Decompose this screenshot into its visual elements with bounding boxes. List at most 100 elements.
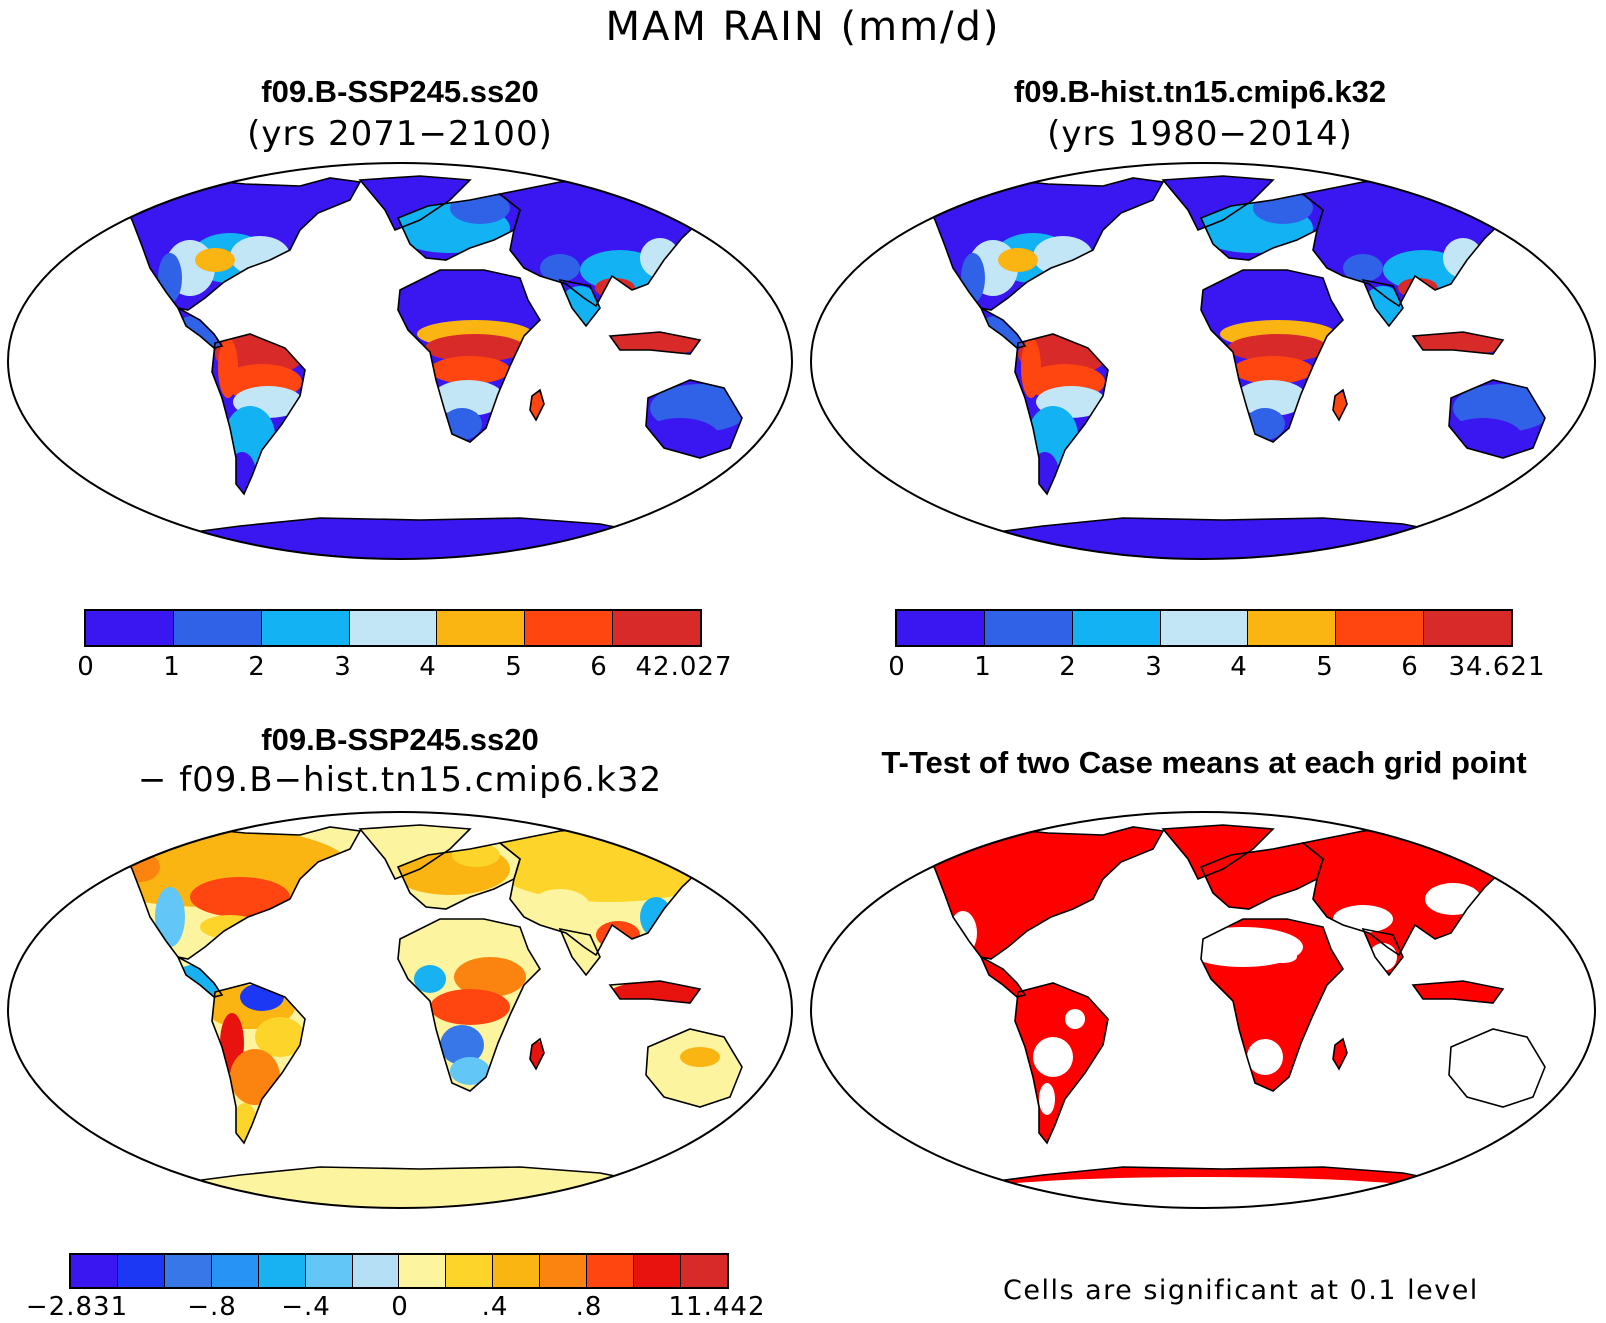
field-region bbox=[398, 276, 530, 320]
field-region bbox=[610, 332, 700, 354]
colorbar-tick-label: 0 bbox=[391, 1292, 409, 1322]
colorbar-segment bbox=[71, 1255, 118, 1287]
coastline bbox=[176, 306, 224, 349]
colorbar-segment bbox=[634, 1255, 681, 1287]
colorbar-segment bbox=[305, 1255, 353, 1287]
colorbar-segment bbox=[984, 611, 1073, 645]
colorbar-segment bbox=[1248, 611, 1337, 645]
coastline bbox=[919, 826, 1165, 960]
colorbar-tick-label: 4 bbox=[1230, 652, 1248, 682]
colorbar-tick-label: .8 bbox=[575, 1292, 603, 1322]
colorbar-segment bbox=[352, 1255, 400, 1287]
colorbar-tick-label: 34.621 bbox=[1448, 652, 1546, 682]
coastline bbox=[608, 331, 702, 355]
field-region bbox=[1343, 254, 1383, 282]
colorbar-segment bbox=[86, 611, 174, 645]
coastline bbox=[979, 955, 1027, 998]
field-region bbox=[155, 887, 185, 947]
coastline bbox=[176, 955, 224, 998]
field-region bbox=[425, 334, 525, 362]
panel-title-future-case: f09.B-SSP245.ss20 bbox=[261, 74, 539, 109]
colorbar-segment bbox=[680, 1255, 727, 1287]
colorbar-tick-label: 1 bbox=[163, 652, 181, 682]
field-region bbox=[190, 877, 290, 917]
not-significant-region bbox=[1065, 1009, 1085, 1029]
map-rain-difference bbox=[6, 811, 794, 1209]
coastline bbox=[558, 278, 601, 328]
colorbar-segment bbox=[349, 611, 438, 645]
field-region bbox=[530, 889, 590, 925]
coastline bbox=[558, 927, 601, 977]
coastline bbox=[1411, 980, 1505, 1004]
land-europe bbox=[1201, 843, 1323, 909]
colorbar-future-rain bbox=[84, 609, 702, 647]
field-region bbox=[432, 380, 504, 416]
field-region bbox=[454, 957, 526, 997]
panel-subtitle-diff-minus: − f09.B−hist.tn15.cmip6.k32 bbox=[137, 760, 663, 800]
colorbar-segment bbox=[540, 1255, 588, 1287]
colorbar-tick-label: −.4 bbox=[281, 1292, 331, 1322]
coastline bbox=[1332, 1037, 1348, 1071]
colorbar-tick-label: 3 bbox=[334, 652, 352, 682]
coastline bbox=[1332, 388, 1348, 422]
colorbar-segment bbox=[1424, 611, 1512, 645]
field-region bbox=[255, 1017, 305, 1057]
coastline bbox=[1361, 278, 1404, 328]
coastline bbox=[1014, 982, 1109, 1145]
field-region bbox=[218, 338, 238, 398]
coastline bbox=[396, 193, 521, 261]
field-region bbox=[398, 927, 500, 967]
colorbar-segment bbox=[1336, 611, 1425, 645]
coastline bbox=[1199, 842, 1324, 910]
field-region bbox=[680, 1047, 720, 1067]
field-region bbox=[1235, 380, 1307, 416]
panel-title-ttest: T-Test of two Case means at each grid po… bbox=[881, 745, 1527, 780]
not-significant-region bbox=[953, 1177, 1453, 1208]
field-region bbox=[1383, 250, 1463, 290]
coastline bbox=[396, 842, 521, 910]
field-region bbox=[1233, 356, 1313, 384]
map-future-rain bbox=[6, 162, 794, 560]
field-region bbox=[430, 989, 510, 1025]
coastline bbox=[1200, 918, 1345, 1092]
field-region bbox=[580, 250, 660, 290]
coastline bbox=[1200, 269, 1345, 443]
not-significant-region bbox=[1247, 1039, 1283, 1075]
map-frame bbox=[6, 162, 794, 560]
coastline bbox=[358, 175, 472, 232]
land-greenland bbox=[1163, 825, 1273, 879]
colorbar-segment bbox=[446, 1255, 494, 1287]
colorbar-tick-label: 2 bbox=[248, 652, 266, 682]
not-significant-region bbox=[1425, 883, 1481, 915]
field-region bbox=[540, 254, 580, 282]
colorbar-tick-label: 6 bbox=[590, 652, 608, 682]
coastline bbox=[1014, 333, 1109, 496]
colorbar-tick-label: 1 bbox=[974, 652, 992, 682]
coastline bbox=[645, 379, 743, 459]
not-significant-region bbox=[1039, 1083, 1055, 1115]
field-region bbox=[450, 1057, 490, 1085]
field-region bbox=[195, 248, 235, 272]
coastline bbox=[358, 824, 472, 881]
not-significant-region bbox=[1033, 1037, 1073, 1077]
colorbar-tick-label: .4 bbox=[481, 1292, 509, 1322]
field-region bbox=[1228, 334, 1328, 362]
colorbar-segment bbox=[587, 1255, 635, 1287]
coastline bbox=[529, 388, 545, 422]
not-significant-region bbox=[1449, 1029, 1545, 1107]
colorbar-segment bbox=[164, 1255, 212, 1287]
land-indonesia bbox=[1413, 981, 1503, 1003]
coastline bbox=[1199, 193, 1324, 261]
map-frame bbox=[809, 162, 1597, 560]
map-hist-rain bbox=[809, 162, 1597, 560]
colorbar-segment bbox=[437, 611, 526, 645]
field-region bbox=[430, 356, 510, 384]
colorbar-segment bbox=[117, 1255, 165, 1287]
coastline bbox=[116, 177, 362, 311]
colorbar-segment bbox=[897, 611, 985, 645]
coastline bbox=[1361, 927, 1404, 977]
colorbar-tick-label: 5 bbox=[1316, 652, 1334, 682]
panel-title-diff-case: f09.B-SSP245.ss20 bbox=[261, 722, 539, 757]
not-significant-region bbox=[1269, 951, 1297, 963]
map-ttest-significance bbox=[809, 811, 1597, 1209]
